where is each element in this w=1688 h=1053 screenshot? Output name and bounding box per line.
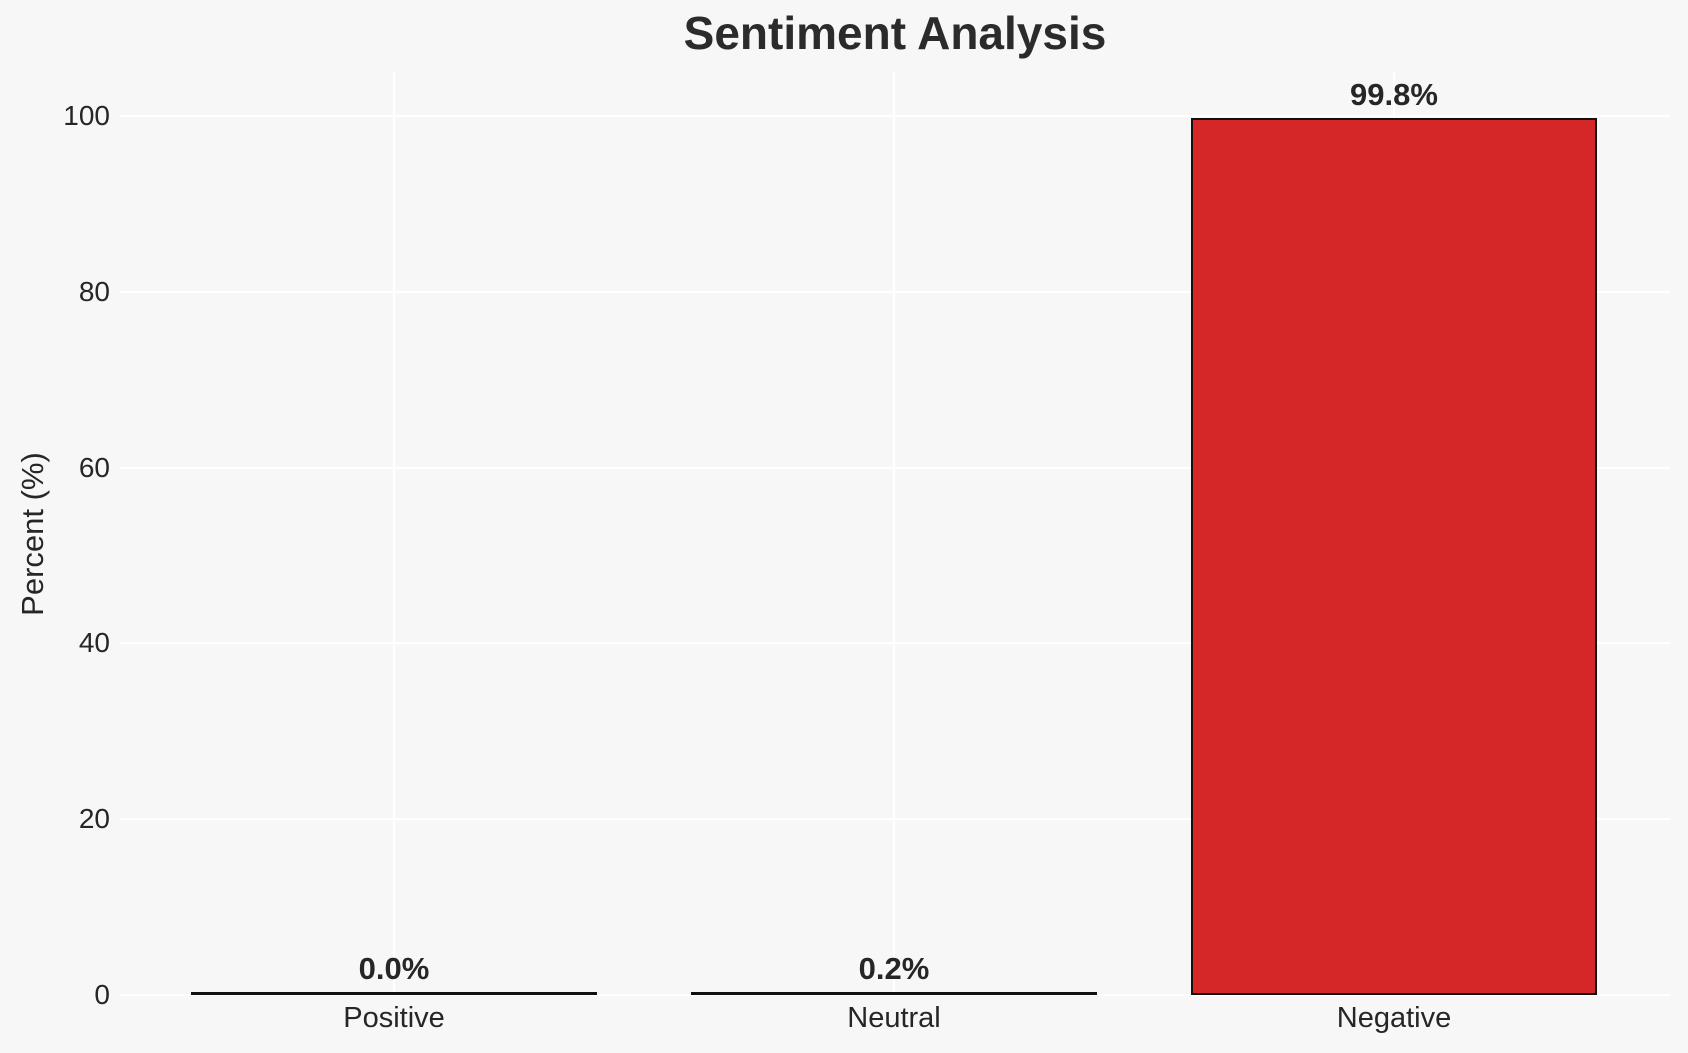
x-tick-label-neutral: Neutral xyxy=(847,1002,941,1034)
x-tick-label-positive: Positive xyxy=(343,1002,445,1034)
bar-positive xyxy=(191,992,597,995)
gridline-x-neutral xyxy=(893,72,895,995)
y-tick-label-100: 100 xyxy=(63,99,110,131)
y-tick-label-60: 60 xyxy=(78,451,110,483)
gridline-y-60 xyxy=(120,466,1670,469)
gridline-y-20 xyxy=(120,818,1670,821)
gridline-y-40 xyxy=(120,642,1670,645)
bar-value-label-positive: 0.0% xyxy=(358,951,430,986)
gridline-y-100 xyxy=(120,114,1670,117)
chart-title: Sentiment Analysis xyxy=(683,7,1107,59)
y-tick-label-80: 80 xyxy=(78,275,110,307)
y-tick-label-20: 20 xyxy=(78,803,110,835)
bar-neutral xyxy=(691,992,1097,995)
gridline-x-positive xyxy=(393,72,395,995)
y-axis-label: Percent (%) xyxy=(15,452,50,616)
y-tick-label-0: 0 xyxy=(94,979,110,1010)
bar-value-label-negative: 99.8% xyxy=(1350,76,1438,112)
plot-area xyxy=(120,72,1670,996)
gridline-y-80 xyxy=(120,290,1670,293)
bar-negative xyxy=(1191,117,1597,995)
y-tick-label-40: 40 xyxy=(78,627,110,659)
gridline-y-0 xyxy=(120,994,1670,996)
x-tick-label-negative: Negative xyxy=(1336,1002,1452,1034)
bar-value-label-neutral: 0.2% xyxy=(858,951,930,986)
